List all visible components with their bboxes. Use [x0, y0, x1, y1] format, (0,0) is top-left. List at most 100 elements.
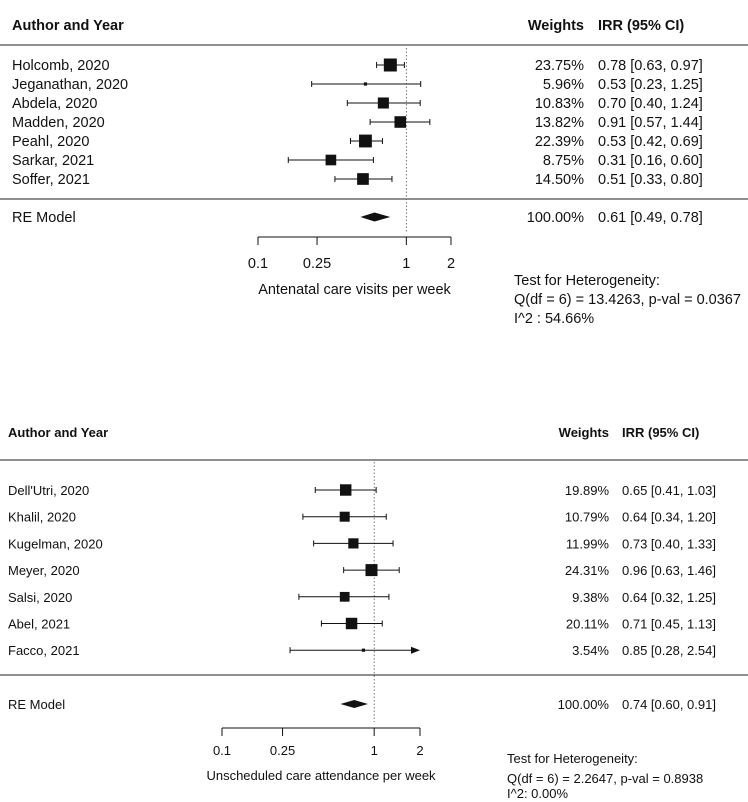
study-row: Abel, 2021 20.11% 0.71 [0.45, 1.13]: [8, 617, 716, 632]
study-label: Madden, 2020: [12, 115, 105, 131]
study-row: Peahl, 2020 22.39% 0.53 [0.42, 0.69]: [12, 134, 703, 150]
point-estimate: [377, 97, 389, 109]
study-label: Facco, 2021: [8, 643, 80, 658]
heterogeneity-block: Test for Heterogeneity: Q(df = 6) = 13.42…: [514, 273, 741, 327]
study-weight: 3.54%: [572, 643, 609, 658]
point-estimate: [357, 173, 369, 185]
heterogeneity-i2: I^2 : 54.66%: [514, 311, 594, 327]
study-label: Abdela, 2020: [12, 96, 97, 112]
x-axis: 0.1 0.25 1 2 Unscheduled care attendance per…: [206, 727, 436, 783]
study-label: Jeganathan, 2020: [12, 77, 128, 93]
study-weight: 14.50%: [535, 172, 584, 188]
heterogeneity-title: Test for Heterogeneity:: [514, 273, 660, 289]
x-axis: 0.1 0.25 1 2 Antenatal care visits per week: [248, 236, 455, 298]
study-ci: 0.53 [0.42, 0.69]: [598, 134, 703, 150]
header-study: Author and Year: [8, 425, 108, 440]
study-weight: 19.89%: [565, 483, 610, 498]
tick-label: 2: [447, 256, 455, 272]
study-label: Khalil, 2020: [8, 510, 76, 525]
study-label: Dell'Utri, 2020: [8, 483, 89, 498]
summary-diamond: [360, 212, 391, 222]
tick-label: 1: [371, 743, 378, 758]
summary-ci: 0.61 [0.49, 0.78]: [598, 210, 703, 226]
tick-label: 0.1: [248, 256, 268, 272]
heterogeneity-i2: I^2: 0.00%: [507, 786, 568, 801]
header-irr: IRR (95% CI): [598, 18, 684, 34]
header-irr: IRR (95% CI): [622, 425, 699, 440]
summary-ci: 0.74 [0.60, 0.91]: [622, 697, 716, 712]
summary-weight: 100.00%: [527, 210, 584, 226]
study-ci: 0.65 [0.41, 1.03]: [622, 483, 716, 498]
point-estimate: [339, 511, 350, 522]
x-axis-label: Antenatal care visits per week: [258, 282, 451, 298]
study-label: Meyer, 2020: [8, 563, 80, 578]
study-ci: 0.85 [0.28, 2.54]: [622, 643, 716, 658]
study-label: Kugelman, 2020: [8, 536, 103, 551]
ci-arrow: [411, 646, 420, 654]
point-estimate: [383, 58, 397, 72]
tick-label: 1: [402, 256, 410, 272]
study-row: Meyer, 2020 24.31% 0.96 [0.63, 1.46]: [8, 563, 716, 578]
study-weight: 5.96%: [543, 77, 584, 93]
study-row: Khalil, 2020 10.79% 0.64 [0.34, 1.20]: [8, 510, 716, 525]
summary-weight: 100.00%: [558, 697, 610, 712]
study-ci: 0.51 [0.33, 0.80]: [598, 172, 703, 188]
study-ci: 0.53 [0.23, 1.25]: [598, 77, 703, 93]
summary-label: RE Model: [8, 697, 65, 712]
point-estimate: [394, 116, 407, 128]
header-weights: Weights: [528, 18, 584, 34]
point-estimate: [325, 154, 337, 166]
study-row: Dell'Utri, 2020 19.89% 0.65 [0.41, 1.03]: [8, 483, 716, 498]
point-estimate: [339, 591, 350, 602]
point-estimate: [363, 82, 368, 86]
tick-label: 2: [416, 743, 423, 758]
tick-label: 0.25: [303, 256, 331, 272]
summary-diamond: [340, 700, 368, 708]
summary-label: RE Model: [12, 210, 76, 226]
summary-row: RE Model 100.00% 0.74 [0.60, 0.91]: [8, 697, 716, 712]
summary-row: RE Model 100.00% 0.61 [0.49, 0.78]: [12, 210, 703, 226]
header-weights: Weights: [559, 425, 609, 440]
study-label: Peahl, 2020: [12, 134, 89, 150]
forest-panel-2: Author and Year Weights IRR (95% CI) Dell'U…: [0, 425, 748, 801]
study-row: Soffer, 2021 14.50% 0.51 [0.33, 0.80]: [12, 172, 703, 188]
study-label: Salsi, 2020: [8, 590, 72, 605]
study-label: Abel, 2021: [8, 617, 70, 632]
study-row: Kugelman, 2020 11.99% 0.73 [0.40, 1.33]: [8, 536, 716, 551]
point-estimate: [345, 617, 358, 630]
point-estimate: [340, 484, 352, 496]
tick-label: 0.25: [270, 743, 295, 758]
study-weight: 10.83%: [535, 96, 584, 112]
heterogeneity-block: Test for Heterogeneity: Q(df = 6) = 2.264…: [507, 751, 703, 801]
study-row: Madden, 2020 13.82% 0.91 [0.57, 1.44]: [12, 115, 703, 131]
header-study: Author and Year: [12, 18, 124, 34]
study-weight: 8.75%: [543, 153, 584, 169]
study-label: Sarkar, 2021: [12, 153, 94, 169]
study-weight: 11.99%: [566, 536, 610, 551]
study-row: Abdela, 2020 10.83% 0.70 [0.40, 1.24]: [12, 96, 703, 112]
study-row: Jeganathan, 2020 5.96% 0.53 [0.23, 1.25]: [12, 77, 703, 93]
heterogeneity-title: Test for Heterogeneity:: [507, 751, 638, 766]
point-estimate: [359, 134, 372, 148]
study-row: Sarkar, 2021 8.75% 0.31 [0.16, 0.60]: [12, 153, 703, 169]
x-axis-label: Unscheduled care attendance per week: [206, 768, 436, 783]
study-weight: 20.11%: [566, 617, 610, 632]
point-estimate: [365, 564, 378, 577]
study-weight: 13.82%: [535, 115, 584, 131]
study-ci: 0.64 [0.34, 1.20]: [622, 510, 716, 525]
study-ci: 0.71 [0.45, 1.13]: [622, 617, 716, 632]
study-row: Holcomb, 2020 23.75% 0.78 [0.63, 0.97]: [12, 58, 703, 74]
study-row: Salsi, 2020 9.38% 0.64 [0.32, 1.25]: [8, 590, 716, 605]
study-ci: 0.96 [0.63, 1.46]: [622, 563, 716, 578]
study-weight: 9.38%: [572, 590, 609, 605]
study-ci: 0.64 [0.32, 1.25]: [622, 590, 716, 605]
point-estimate: [348, 538, 359, 549]
forest-panel-1: Author and Year Weights IRR (95% CI) Holcom…: [0, 18, 748, 327]
study-label: Soffer, 2021: [12, 172, 90, 188]
study-weight: 23.75%: [535, 58, 584, 74]
study-weight: 22.39%: [535, 134, 584, 150]
study-ci: 0.73 [0.40, 1.33]: [622, 536, 716, 551]
study-weight: 10.79%: [565, 510, 610, 525]
study-label: Holcomb, 2020: [12, 58, 110, 74]
